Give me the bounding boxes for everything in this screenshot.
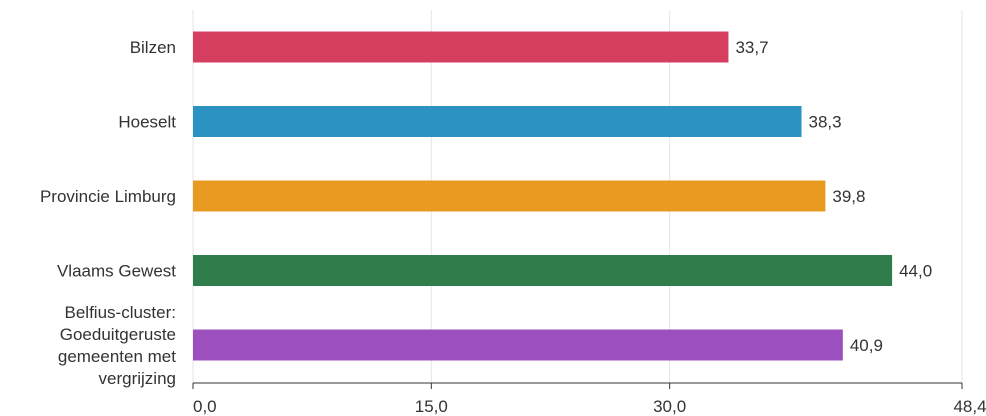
value-label: 40,9 [850, 336, 883, 355]
category-label: Hoeselt [118, 113, 176, 132]
category-label: Vlaams Gewest [57, 262, 176, 281]
category-label: Bilzen [130, 38, 176, 57]
tick-label: 30,0 [653, 397, 686, 416]
bar [193, 180, 826, 212]
value-label: 44,0 [899, 262, 932, 281]
bar [193, 31, 729, 63]
category-label: Provincie Limburg [40, 187, 176, 206]
category-labels: Bilzen Hoeselt Provincie Limburg Vlaams Gew… [40, 38, 176, 388]
bar [193, 329, 843, 361]
tick-label: 48,4 [953, 397, 986, 416]
value-label: 39,8 [832, 187, 865, 206]
value-label: 38,3 [809, 113, 842, 132]
value-label: 33,7 [735, 38, 768, 57]
bars [193, 31, 893, 361]
category-label: Belfius-cluster: Goeduitgeruste gemeenten … [58, 303, 176, 388]
bar [193, 255, 893, 286]
bar [193, 106, 802, 137]
tick-label: 0,0 [193, 397, 217, 416]
tick-label: 15,0 [415, 397, 448, 416]
value-labels: 33,7 38,3 39,8 44,0 40,9 [735, 38, 932, 355]
x-axis: 0,0 15,0 30,0 48,4 [192, 382, 986, 416]
